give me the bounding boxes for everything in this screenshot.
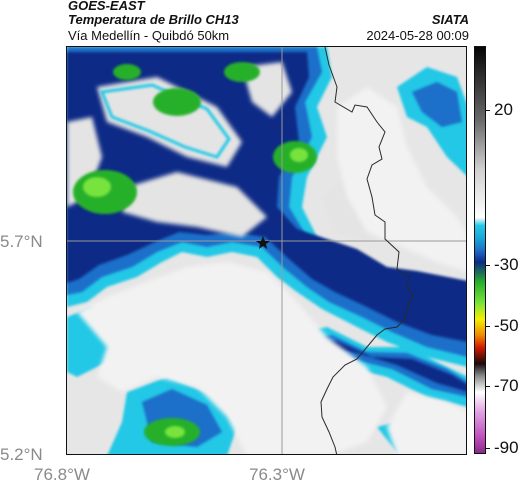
lat-label-5-7: 5.7°N [0,232,43,251]
colorbar-label-minus50: -50 [494,316,519,335]
warm-interior [77,87,466,454]
colorbar-tick [486,265,490,266]
colorbar-tick [486,326,490,327]
colorbar-label-minus90: -90 [494,438,519,457]
colorbar-label-20: 20 [494,100,513,119]
timestamp-label: 2024-05-28 00:09 [366,28,469,43]
map-canvas [67,47,466,454]
brand-label: SIATA [431,12,469,27]
colorbar-label-minus30: -30 [494,255,519,274]
lon-label-76-8: 76.8°W [34,465,90,484]
cold-tops-lime [83,148,308,438]
satellite-map [66,46,467,455]
boundary-line [320,47,414,454]
satellite-title: GOES-EAST [68,0,145,13]
colorbar-label-minus70: -70 [494,376,519,395]
colorbar-tick [486,448,490,449]
colorbar [474,46,486,454]
lat-label-5-2: 5.2°N [0,445,43,464]
route-label: Vía Medellín - Quibdó 50km [68,28,230,43]
colorbar-tick [486,110,490,111]
colorbar-tick [486,386,490,387]
station-star-icon [256,236,270,249]
product-title: Temperatura de Brillo CH13 [68,12,239,27]
lon-label-76-3: 76.3°W [249,465,305,484]
